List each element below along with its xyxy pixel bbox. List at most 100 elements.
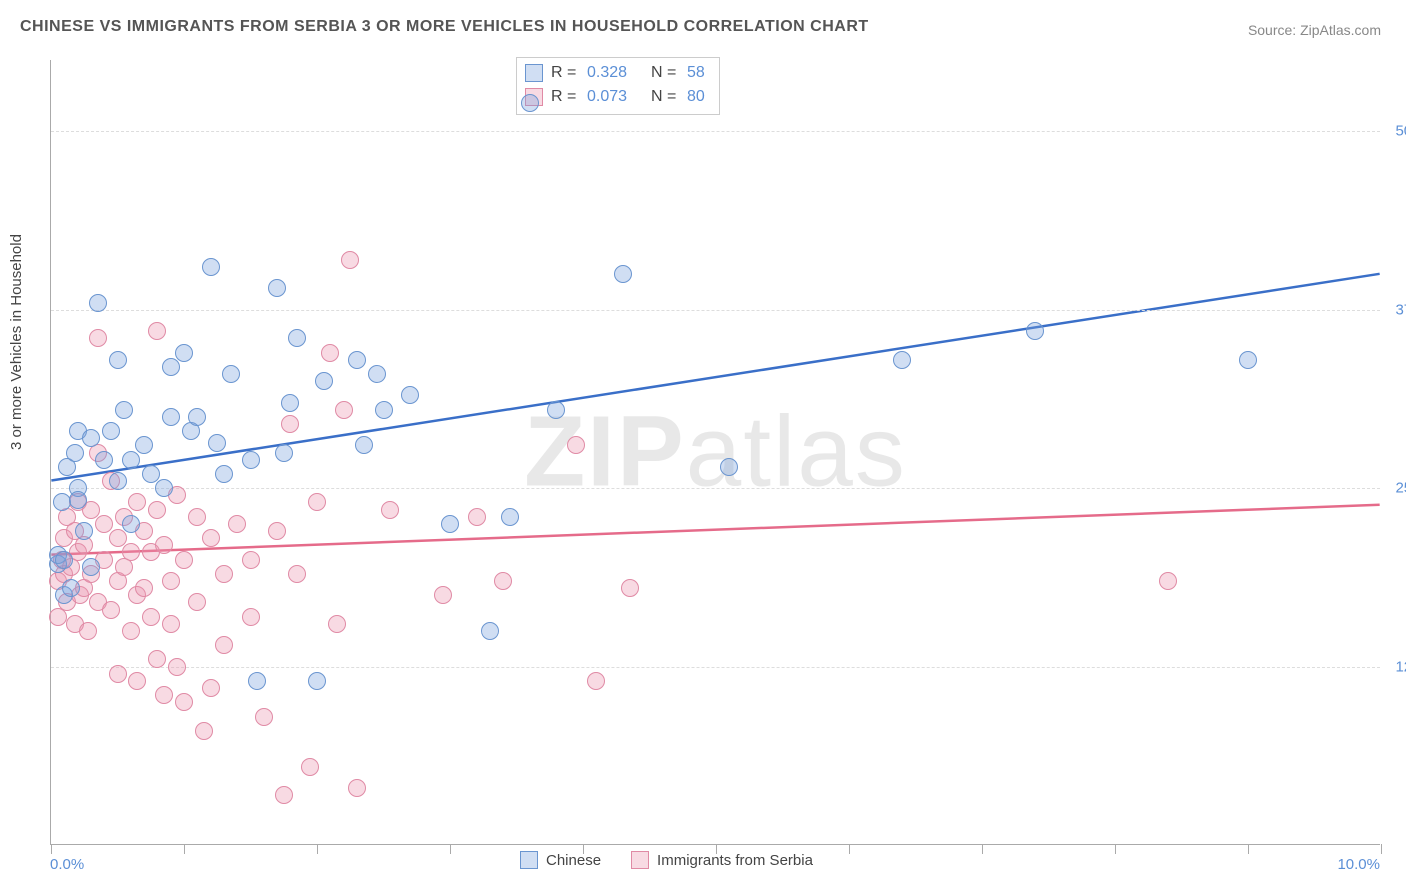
data-point: [208, 434, 226, 452]
data-point: [162, 358, 180, 376]
data-point: [368, 365, 386, 383]
gridline: [51, 131, 1380, 132]
data-point: [202, 679, 220, 697]
data-point: [720, 458, 738, 476]
y-tick-label: 25.0%: [1395, 480, 1406, 497]
data-point: [202, 529, 220, 547]
n-value-2: 80: [687, 85, 705, 109]
data-point: [315, 372, 333, 390]
y-tick-label: 50.0%: [1395, 123, 1406, 140]
data-point: [481, 622, 499, 640]
legend-label-1: Chinese: [546, 852, 601, 869]
x-axis-label-max: 10.0%: [1337, 856, 1380, 873]
data-point: [109, 529, 127, 547]
stats-box: R = 0.328 N = 58 R = 0.073 N = 80: [516, 57, 720, 115]
data-point: [288, 565, 306, 583]
gridline: [51, 667, 1380, 668]
x-tick: [450, 844, 451, 854]
source-label: Source: ZipAtlas.com: [1248, 22, 1381, 38]
data-point: [162, 615, 180, 633]
data-point: [168, 658, 186, 676]
data-point: [567, 436, 585, 454]
x-tick: [317, 844, 318, 854]
data-point: [215, 465, 233, 483]
x-tick: [1115, 844, 1116, 854]
data-point: [1026, 322, 1044, 340]
x-axis-label-min: 0.0%: [50, 856, 84, 873]
n-label: N =: [651, 85, 679, 109]
x-tick: [982, 844, 983, 854]
data-point: [55, 551, 73, 569]
r-label: R =: [551, 61, 579, 85]
data-point: [102, 601, 120, 619]
data-point: [348, 779, 366, 797]
data-point: [281, 415, 299, 433]
data-point: [222, 365, 240, 383]
data-point: [75, 522, 93, 540]
data-point: [155, 536, 173, 554]
data-point: [328, 615, 346, 633]
data-point: [281, 394, 299, 412]
data-point: [468, 508, 486, 526]
legend-item-2: Immigrants from Serbia: [631, 851, 813, 869]
data-point: [109, 665, 127, 683]
stats-row-1: R = 0.328 N = 58: [525, 61, 705, 85]
data-point: [215, 636, 233, 654]
legend-swatch-1: [520, 851, 538, 869]
data-point: [401, 386, 419, 404]
data-point: [175, 344, 193, 362]
data-point: [148, 322, 166, 340]
y-axis-title: 3 or more Vehicles in Household: [8, 234, 25, 450]
data-point: [155, 479, 173, 497]
data-point: [268, 279, 286, 297]
data-point: [893, 351, 911, 369]
data-point: [142, 608, 160, 626]
gridline: [51, 310, 1380, 311]
swatch-series-1: [525, 64, 543, 82]
data-point: [308, 672, 326, 690]
data-point: [109, 472, 127, 490]
x-tick: [184, 844, 185, 854]
data-point: [321, 344, 339, 362]
data-point: [242, 551, 260, 569]
data-point: [215, 565, 233, 583]
data-point: [308, 493, 326, 511]
data-point: [115, 401, 133, 419]
data-point: [82, 558, 100, 576]
data-point: [89, 329, 107, 347]
y-tick-label: 37.5%: [1395, 301, 1406, 318]
data-point: [355, 436, 373, 454]
data-point: [441, 515, 459, 533]
data-point: [148, 650, 166, 668]
data-point: [587, 672, 605, 690]
x-tick: [1248, 844, 1249, 854]
data-point: [434, 586, 452, 604]
data-point: [335, 401, 353, 419]
data-point: [301, 758, 319, 776]
data-point: [202, 258, 220, 276]
data-point: [348, 351, 366, 369]
data-point: [494, 572, 512, 590]
data-point: [122, 622, 140, 640]
data-point: [175, 551, 193, 569]
legend: Chinese Immigrants from Serbia: [520, 851, 813, 869]
data-point: [135, 436, 153, 454]
gridline: [51, 488, 1380, 489]
x-tick: [1381, 844, 1382, 854]
data-point: [122, 451, 140, 469]
data-point: [82, 429, 100, 447]
legend-label-2: Immigrants from Serbia: [657, 852, 813, 869]
data-point: [122, 543, 140, 561]
data-point: [109, 351, 127, 369]
r-value-1: 0.328: [587, 61, 643, 85]
n-label: N =: [651, 61, 679, 85]
data-point: [148, 501, 166, 519]
chart-title: CHINESE VS IMMIGRANTS FROM SERBIA 3 OR M…: [20, 18, 869, 36]
data-point: [66, 444, 84, 462]
data-point: [175, 693, 193, 711]
data-point: [188, 508, 206, 526]
data-point: [381, 501, 399, 519]
data-point: [614, 265, 632, 283]
data-point: [547, 401, 565, 419]
data-point: [288, 329, 306, 347]
